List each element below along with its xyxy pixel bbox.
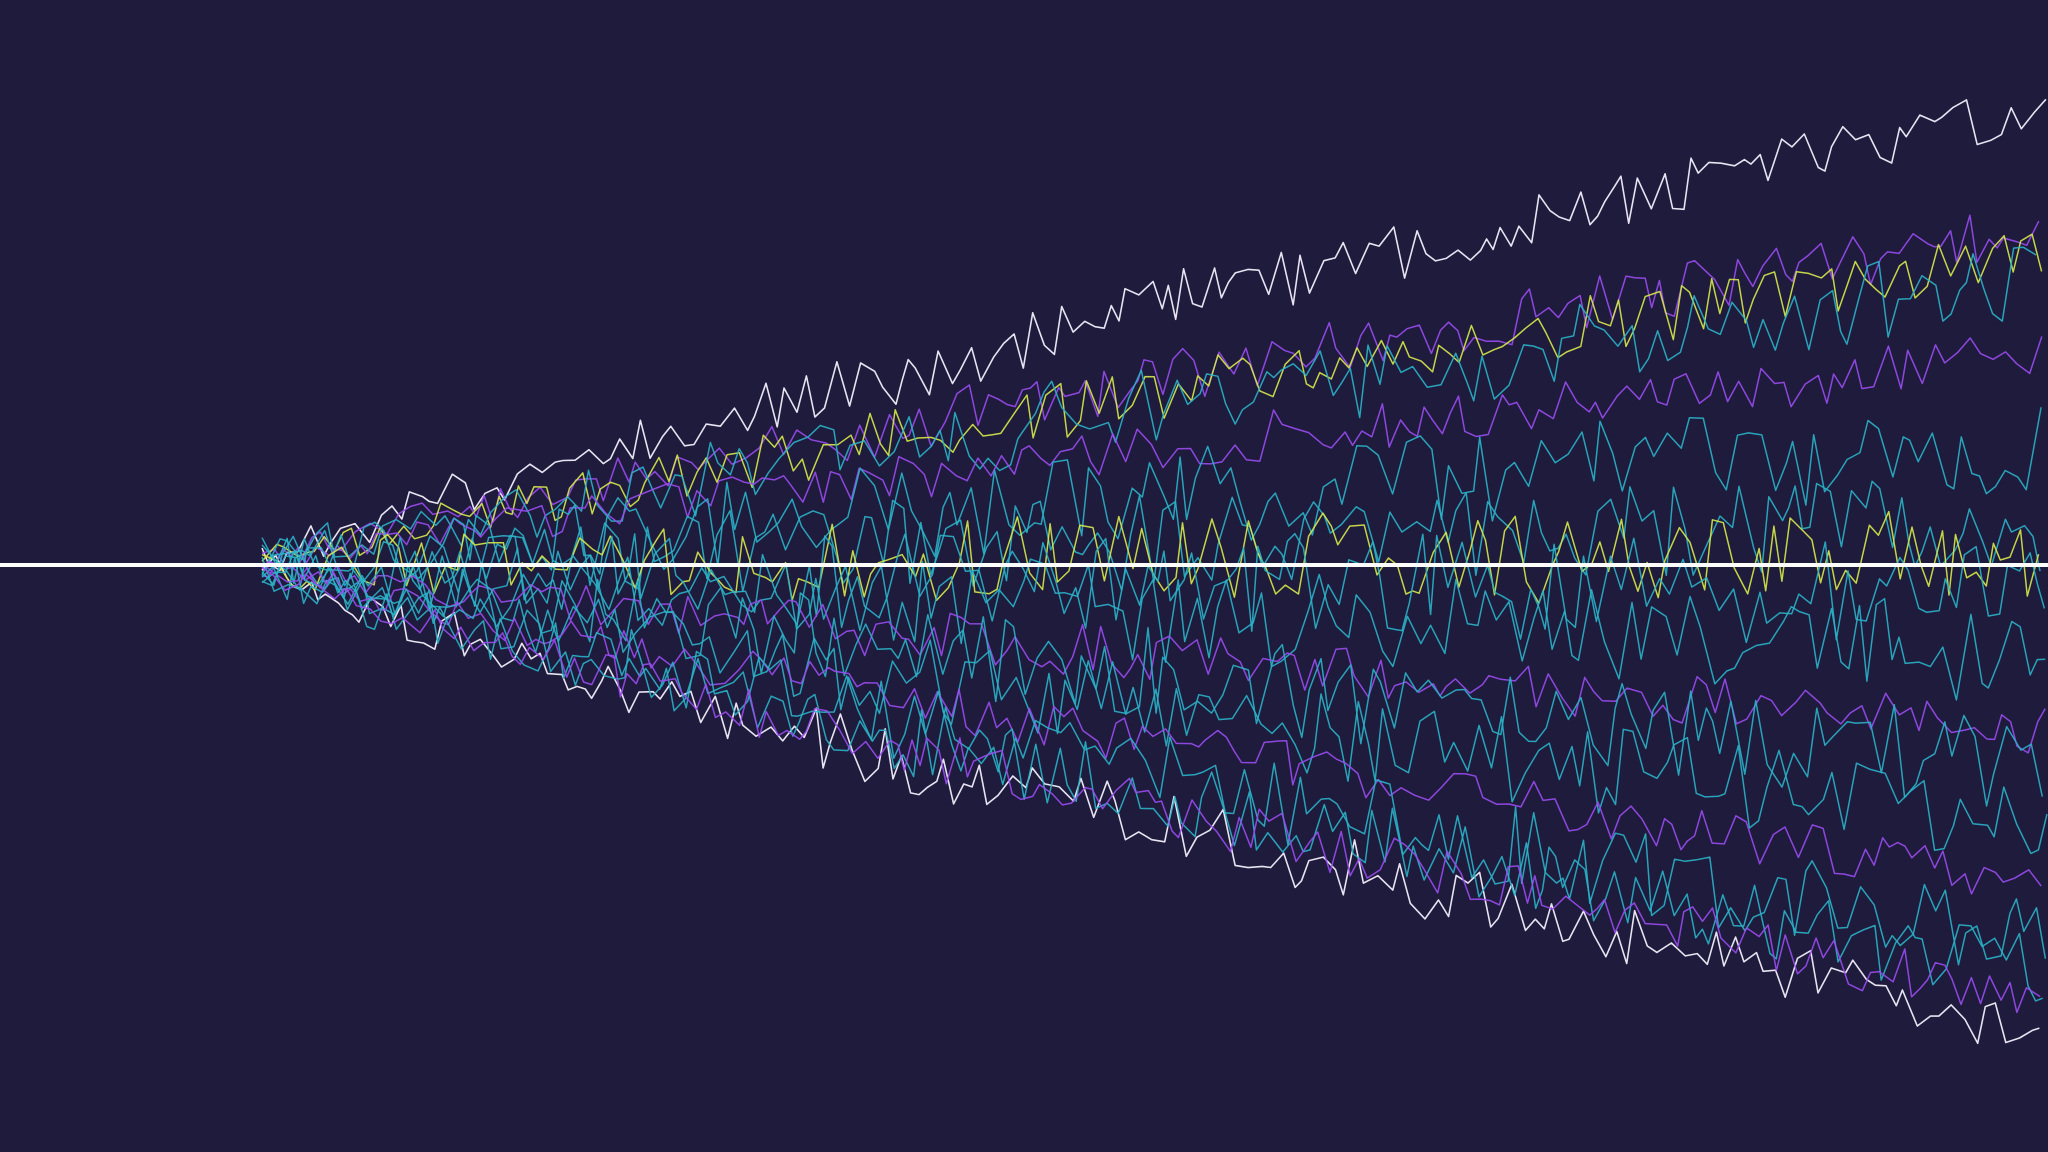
waveform-line-10 (261, 532, 2046, 644)
waveform-line-4 (261, 233, 2043, 562)
waveform-line-1 (261, 98, 2047, 572)
waveform-line-12 (261, 562, 2046, 754)
waveform-line-5 (261, 246, 2037, 567)
waveform-line-17 (261, 555, 2043, 1002)
waveform-line-15 (261, 560, 2042, 895)
waveform-line-8 (261, 480, 2041, 594)
waveform-line-6 (261, 336, 2043, 578)
waveform-line-3 (261, 214, 2040, 570)
waveform-line-18 (261, 566, 2041, 1014)
waveform-line-2 (261, 554, 2040, 1045)
waveform-line-9 (261, 510, 2040, 604)
waveform-lines (261, 98, 2048, 1045)
waveform-line-11 (261, 544, 2046, 701)
waveform-line-14 (261, 549, 2048, 855)
